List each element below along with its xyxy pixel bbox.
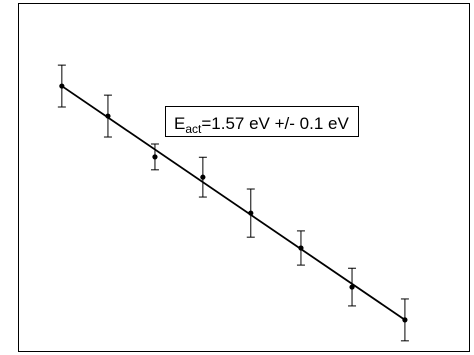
data-point [200,174,206,180]
data-point [152,154,158,160]
data-point [298,245,304,251]
data-point [59,83,65,89]
plot-frame [18,3,470,352]
annotation-box [165,106,359,137]
annotation-subscript: act [185,122,202,136]
data-point [402,317,408,323]
annotation-main: E [174,114,185,133]
fit-line [61,85,406,321]
annotation-text: =1.57 eV +/- 0.1 eV [201,114,349,133]
data-point [349,284,355,290]
data-point [248,210,254,216]
data-point [105,113,111,119]
annotation: Eact=1.57 eV +/- 0.1 eV [174,114,349,136]
